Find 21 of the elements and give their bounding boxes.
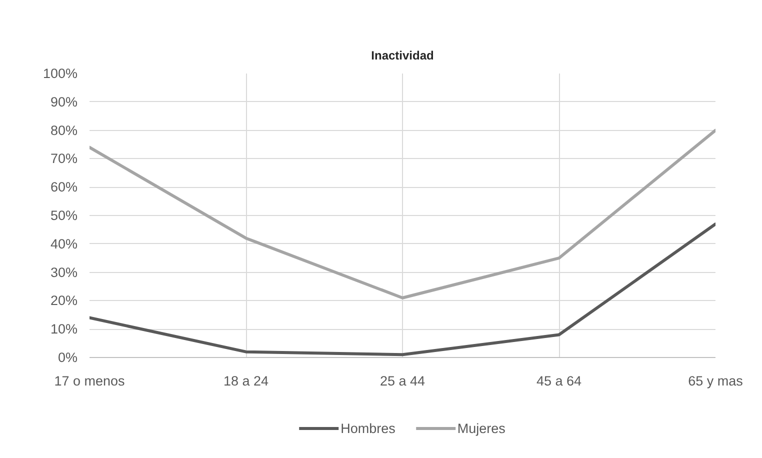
y-tick-label: 10% (50, 322, 78, 337)
y-tick-label: 30% (50, 264, 78, 280)
chart-title: Inactividad (371, 48, 434, 62)
y-tick-label: 100% (42, 66, 78, 81)
line-series (90, 222, 716, 356)
y-tick-label: 80% (50, 122, 78, 138)
y-tick-label: 90% (50, 94, 78, 110)
y-tick-label: 40% (50, 236, 78, 252)
x-tick-label: 17 o menos (54, 374, 126, 388)
x-tick-label: 25 a 44 (380, 374, 426, 388)
y-tick-label: 60% (50, 180, 78, 195)
x-tick-label: 45 a 64 (536, 374, 582, 388)
x-tick-label: 65 y mas (688, 374, 744, 388)
y-tick-label: 70% (50, 151, 78, 166)
y-tick-label: 20% (50, 293, 78, 308)
x-tick-label: 18 a 24 (223, 374, 270, 388)
y-tick-label: 0% (58, 350, 78, 365)
legend-label: Mujeres (457, 420, 506, 436)
y-tick-label: 50% (50, 208, 78, 223)
line-series (90, 128, 716, 300)
legend-label: Hombres (340, 420, 396, 436)
